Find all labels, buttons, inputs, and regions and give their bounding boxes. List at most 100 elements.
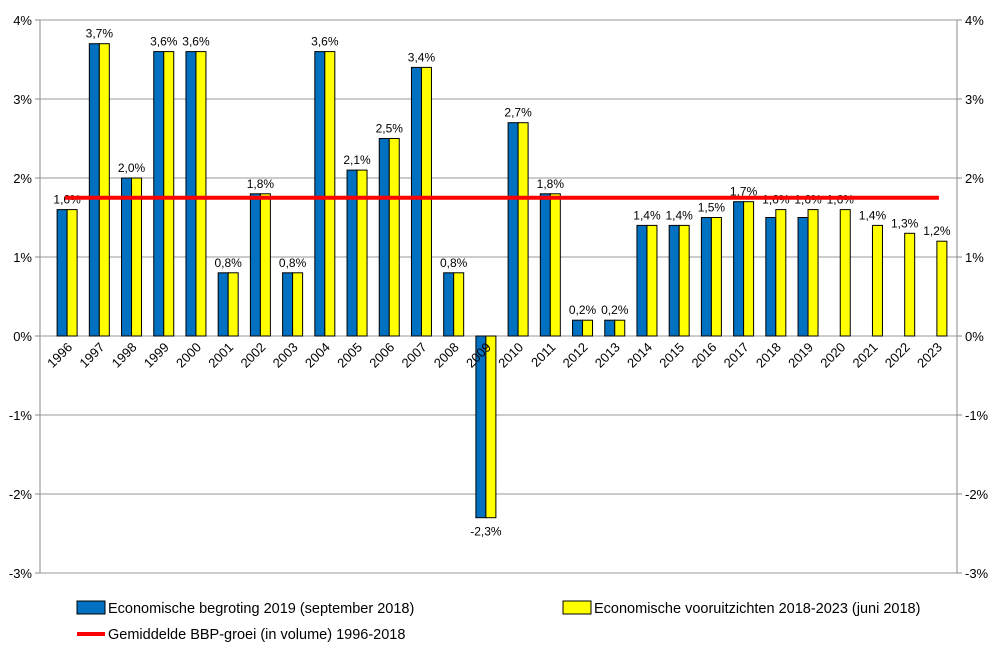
bar <box>217 272 229 337</box>
data-label: 1,7% <box>730 185 758 199</box>
bar <box>572 319 584 337</box>
bar <box>249 193 261 337</box>
bar <box>646 224 658 337</box>
bar <box>282 272 294 337</box>
x-tick-label: 2013 <box>592 340 623 371</box>
x-tick-label: 2003 <box>270 340 301 371</box>
data-label: 3,6% <box>311 35 339 49</box>
data-label: 3,6% <box>182 35 210 49</box>
x-tick-label: 2012 <box>560 340 591 371</box>
x-tick-label: 2023 <box>914 340 945 371</box>
data-label: 0,8% <box>279 256 307 270</box>
x-tick-label: 1998 <box>109 340 140 371</box>
x-tick-label: 2018 <box>753 340 784 371</box>
y2-tick-label: 4% <box>965 13 984 28</box>
bar <box>195 51 207 337</box>
bar <box>324 51 336 337</box>
bar <box>153 51 165 337</box>
bar <box>710 217 722 337</box>
data-label: 0,2% <box>601 303 629 317</box>
y-tick-label: 4% <box>13 13 32 28</box>
legend-label: Gemiddelde BBP-groei (in volume) 1996-20… <box>108 627 405 643</box>
x-tick-label: 2010 <box>495 340 526 371</box>
bar <box>378 138 390 337</box>
bar <box>66 209 78 337</box>
data-label: 1,8% <box>537 177 565 191</box>
bar <box>507 122 519 337</box>
y-tick-label: -2% <box>9 487 33 502</box>
x-tick-label: 2015 <box>656 340 687 371</box>
x-tick-label: 2021 <box>850 340 881 371</box>
bar <box>797 217 809 337</box>
bar <box>292 272 304 337</box>
bar <box>904 232 916 337</box>
x-tick-label: 2008 <box>431 340 462 371</box>
bar <box>443 272 455 337</box>
bar <box>807 209 819 337</box>
y-tick-label: 1% <box>13 250 32 265</box>
y2-tick-label: 2% <box>965 171 984 186</box>
bar <box>668 224 680 337</box>
x-tick-label: 2019 <box>785 340 816 371</box>
data-label: 0,8% <box>440 256 468 270</box>
bar <box>936 240 948 337</box>
bar <box>678 224 690 337</box>
bar <box>346 169 358 337</box>
y-tick-label: 3% <box>13 92 32 107</box>
data-label: 2,1% <box>343 153 371 167</box>
y2-tick-label: -3% <box>965 566 989 581</box>
bar <box>314 51 326 337</box>
y-tick-label: -1% <box>9 408 33 423</box>
bar <box>743 201 755 337</box>
data-label: 1,3% <box>891 216 919 230</box>
bar <box>163 51 175 337</box>
bar <box>871 224 883 337</box>
x-tick-label: 1997 <box>76 340 107 371</box>
data-label: 3,6% <box>150 35 178 49</box>
x-tick-label: 2002 <box>237 340 268 371</box>
data-label: 0,2% <box>569 303 597 317</box>
x-tick-label: 2017 <box>721 340 752 371</box>
bar <box>765 217 777 337</box>
y-tick-label: 0% <box>13 329 32 344</box>
bar <box>356 169 368 337</box>
bar <box>582 319 594 337</box>
bar <box>485 335 497 519</box>
bar <box>517 122 529 337</box>
data-label: 0,8% <box>214 256 242 270</box>
bar <box>614 319 626 337</box>
x-tick-label: 2011 <box>528 340 558 370</box>
bar <box>259 193 271 337</box>
data-label: 1,8% <box>247 177 275 191</box>
data-label: 1,2% <box>923 224 951 238</box>
data-label: 1,4% <box>633 208 661 222</box>
bar <box>539 193 551 337</box>
bar <box>56 209 68 337</box>
bar <box>410 66 422 337</box>
bar <box>453 272 465 337</box>
bar <box>121 177 133 337</box>
bar <box>388 138 400 337</box>
y-tick-label: 2% <box>13 171 32 186</box>
legend-swatch <box>562 600 592 615</box>
y-tick-label: -3% <box>9 566 33 581</box>
y2-tick-label: 1% <box>965 250 984 265</box>
bar <box>636 224 648 337</box>
data-label: -2,3% <box>470 525 502 539</box>
legend-label: Economische vooruitzichten 2018-2023 (ju… <box>594 601 920 617</box>
x-tick-label: 2000 <box>173 340 204 371</box>
x-tick-label: 2014 <box>624 340 655 371</box>
bar <box>700 217 712 337</box>
data-label: 3,7% <box>86 27 114 41</box>
bar <box>839 209 851 337</box>
x-tick-label: 2007 <box>399 340 430 371</box>
data-label: 1,4% <box>859 208 887 222</box>
data-label: 2,0% <box>118 161 146 175</box>
x-tick-label: 2001 <box>205 340 236 371</box>
data-label: 2,5% <box>376 122 404 136</box>
y2-tick-label: -2% <box>965 487 989 502</box>
bar <box>549 193 561 337</box>
x-tick-label: 2006 <box>366 340 397 371</box>
bar <box>131 177 143 337</box>
